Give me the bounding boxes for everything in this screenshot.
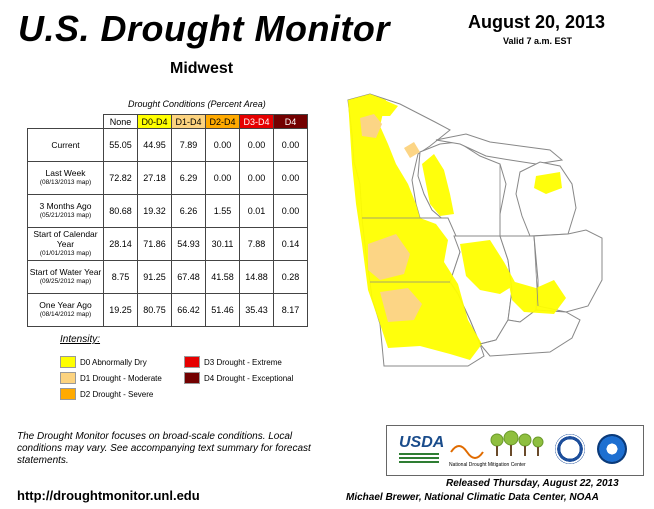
table-cell: 8.17 — [273, 293, 308, 327]
table-cell: 41.58 — [205, 260, 240, 294]
d1-area-iowa — [368, 234, 410, 280]
table-cell: 19.25 — [103, 293, 138, 327]
state-michigan-lower — [515, 161, 577, 237]
table-cell: 0.00 — [273, 161, 308, 195]
table-cell: 7.88 — [239, 227, 274, 261]
table-cell: 6.26 — [171, 194, 206, 228]
table-row: Current 55.05 44.95 7.89 0.00 0.00 0.00 — [27, 128, 308, 162]
d0-area-missouri-east — [508, 280, 566, 314]
table-cell: 0.28 — [273, 260, 308, 294]
table-cell: 35.43 — [239, 293, 274, 327]
table-cell: 54.93 — [171, 227, 206, 261]
table-cell: 72.82 — [103, 161, 138, 195]
table-cell: 30.11 — [205, 227, 240, 261]
table-cell: 7.89 — [171, 128, 206, 162]
table-row: One Year Ago (08/14/2012 map) 19.25 80.75 66… — [27, 293, 308, 327]
table-row: Last Week (08/13/2013 map) 72.82 27.18 6.29 0… — [27, 161, 308, 195]
legend-swatch-d2 — [60, 388, 76, 400]
valid-time: Valid 7 a.m. EST — [503, 36, 573, 46]
row-label: Last Week (08/13/2013 map) — [27, 161, 104, 195]
d0-area-michigan — [534, 172, 562, 194]
col-d2-d4: D2-D4 — [205, 114, 240, 129]
table-cell: 8.75 — [103, 260, 138, 294]
source-url-link[interactable]: http://droughtmonitor.unl.edu — [17, 488, 200, 503]
d1-area-minnesota-2 — [404, 142, 420, 158]
legend-item-d2: D2 Drought - Severe — [60, 388, 153, 400]
legend-item-d0: D0 Abnormally Dry — [60, 356, 147, 368]
legend-swatch-d1 — [60, 372, 76, 384]
legend-swatch-d0 — [60, 356, 76, 368]
legend-item-d3: D3 Drought - Extreme — [184, 356, 282, 368]
map-date: August 20, 2013 — [468, 12, 606, 32]
state-michigan-upper — [435, 133, 564, 165]
col-d3-d4: D3-D4 — [239, 114, 274, 129]
table-cell: 67.48 — [171, 260, 206, 294]
table-cell: 28.14 — [103, 227, 138, 261]
table-cell: 0.00 — [273, 194, 308, 228]
midwest-drought-map — [347, 93, 603, 367]
table-cell: 55.05 — [103, 128, 138, 162]
legend-item-d4: D4 Drought - Exceptional — [184, 372, 293, 384]
table-cell: 0.00 — [273, 128, 308, 162]
row-label: Current — [27, 128, 104, 162]
col-none: None — [103, 114, 138, 129]
row-label: One Year Ago (08/14/2012 map) — [27, 293, 104, 327]
legend-title: Intensity: — [60, 334, 101, 345]
table-cell: 66.42 — [171, 293, 206, 327]
table-cell: 0.00 — [239, 128, 274, 162]
d0-area-illinois — [460, 240, 516, 294]
table-cell: 0.00 — [205, 161, 240, 195]
table-cell: 91.25 — [137, 260, 172, 294]
state-kentucky — [479, 309, 581, 357]
table-cell: 6.29 — [171, 161, 206, 195]
table-cell: 51.46 — [205, 293, 240, 327]
page-title: U.S. Drought Monitor — [18, 8, 390, 49]
row-label: Start of Calendar Year (01/01/2013 map) — [27, 227, 104, 261]
release-date: Released Thursday, August 22, 2013 — [446, 478, 619, 489]
doc-seal-icon — [555, 434, 585, 464]
col-d4: D4 — [273, 114, 308, 129]
d1-area-missouri — [380, 288, 422, 322]
table-cell: 1.55 — [205, 194, 240, 228]
row-label: Start of Water Year (09/25/2012 map) — [27, 260, 104, 294]
d0-area-wisconsin — [422, 154, 454, 216]
table-cell: 0.00 — [205, 128, 240, 162]
legend-item-d1: D1 Drought - Moderate — [60, 372, 162, 384]
ndmc-logo: National Drought Mitigation Center — [449, 430, 549, 472]
table-cell: 14.88 — [239, 260, 274, 294]
col-d0-d4: D0-D4 — [137, 114, 172, 129]
table-caption: Drought Conditions (Percent Area) — [128, 99, 266, 109]
table-cell: 80.75 — [137, 293, 172, 327]
table-cell: 0.14 — [273, 227, 308, 261]
d0-area-minnesota-top — [360, 98, 398, 116]
region-label: Midwest — [170, 60, 234, 77]
noaa-logo-icon — [597, 434, 627, 464]
legend-swatch-d3 — [184, 356, 200, 368]
d1-area-minnesota — [360, 114, 382, 138]
col-d1-d4: D1-D4 — [171, 114, 206, 129]
table-cell: 80.68 — [103, 194, 138, 228]
legend-swatch-d4 — [184, 372, 200, 384]
row-label: 3 Months Ago (05/21/2013 map) — [27, 194, 104, 228]
table-row: 3 Months Ago (05/21/2013 map) 80.68 19.32 6.… — [27, 194, 308, 228]
table-row: Start of Water Year (09/25/2012 map) 8.75 9… — [27, 260, 308, 294]
drought-conditions-table: None D0-D4 D1-D4 D2-D4 D3-D4 D4 Current 5… — [27, 114, 308, 327]
table-cell: 27.18 — [137, 161, 172, 195]
author-credit: Michael Brewer, National Climatic Data C… — [346, 492, 599, 503]
partner-logos: USDA National Drought Mitigation Center — [386, 425, 644, 476]
ndmc-tree-icon — [450, 430, 544, 459]
table-row: Start of Calendar Year (01/01/2013 map) 28… — [27, 227, 308, 261]
table-cell: 44.95 — [137, 128, 172, 162]
disclaimer-note: The Drought Monitor focuses on broad-sca… — [17, 431, 311, 466]
usda-logo: USDA — [399, 434, 444, 463]
table-cell: 71.86 — [137, 227, 172, 261]
table-cell: 0.01 — [239, 194, 274, 228]
table-cell: 19.32 — [137, 194, 172, 228]
table-cell: 0.00 — [239, 161, 274, 195]
